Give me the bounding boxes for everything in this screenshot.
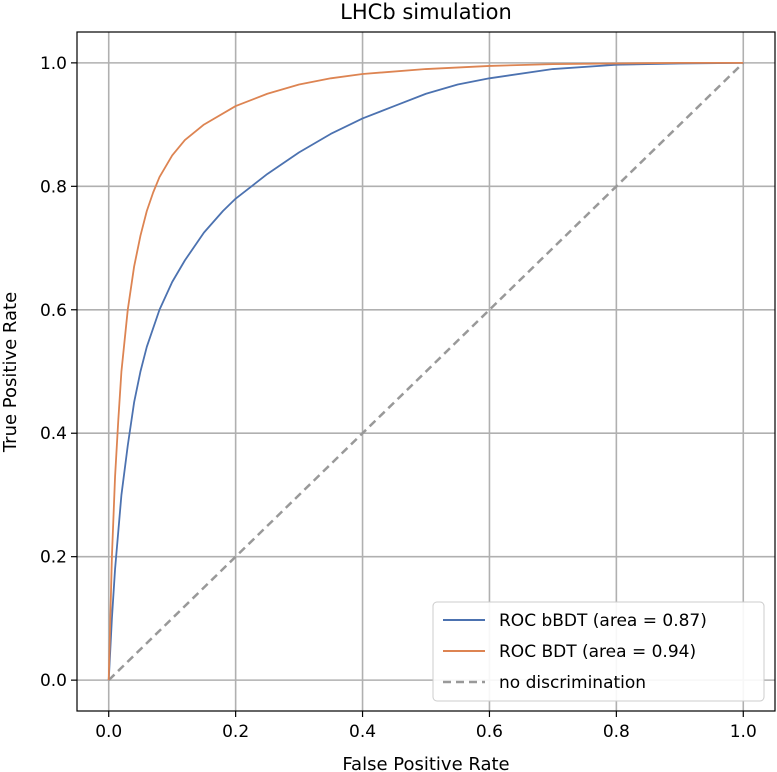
- x-tick-label: 0.8: [603, 722, 630, 742]
- y-tick-label: 1.0: [40, 54, 67, 74]
- y-axis: 0.0 0.2 0.4 0.6 0.8 1.0: [40, 54, 77, 691]
- legend-label-bdt: ROC BDT (area = 0.94): [499, 642, 696, 662]
- y-tick-label: 0.8: [40, 177, 67, 197]
- x-axis: 0.0 0.2 0.4 0.6 0.8 1.0: [95, 711, 757, 742]
- x-axis-label: False Positive Rate: [342, 754, 509, 772]
- x-tick-label: 0.0: [95, 722, 122, 742]
- chart-title: LHCb simulation: [340, 0, 512, 24]
- x-tick-label: 0.2: [222, 722, 249, 742]
- legend-box: [432, 601, 765, 702]
- series-line-no-discrimination: [107, 61, 745, 682]
- y-tick-label: 0.6: [40, 301, 67, 321]
- grid: [77, 32, 775, 711]
- legend: ROC bBDT (area = 0.87) ROC BDT (area = 0…: [432, 601, 765, 702]
- plot-frame: [76, 31, 776, 712]
- y-axis-label: True Positive Rate: [0, 292, 21, 453]
- y-tick-label: 0.2: [40, 548, 67, 568]
- series-line-bbdt: [107, 61, 744, 681]
- legend-label-no-discrimination: no discrimination: [499, 673, 646, 693]
- x-tick-label: 0.6: [476, 722, 503, 742]
- y-tick-label: 0.0: [40, 671, 67, 691]
- x-tick-label: 1.0: [730, 722, 757, 742]
- y-tick-label: 0.4: [40, 424, 67, 444]
- legend-label-bbdt: ROC bBDT (area = 0.87): [499, 611, 707, 631]
- series-line-bdt: [107, 61, 744, 681]
- x-tick-label: 0.4: [349, 722, 376, 742]
- plot-lines: [107, 61, 745, 682]
